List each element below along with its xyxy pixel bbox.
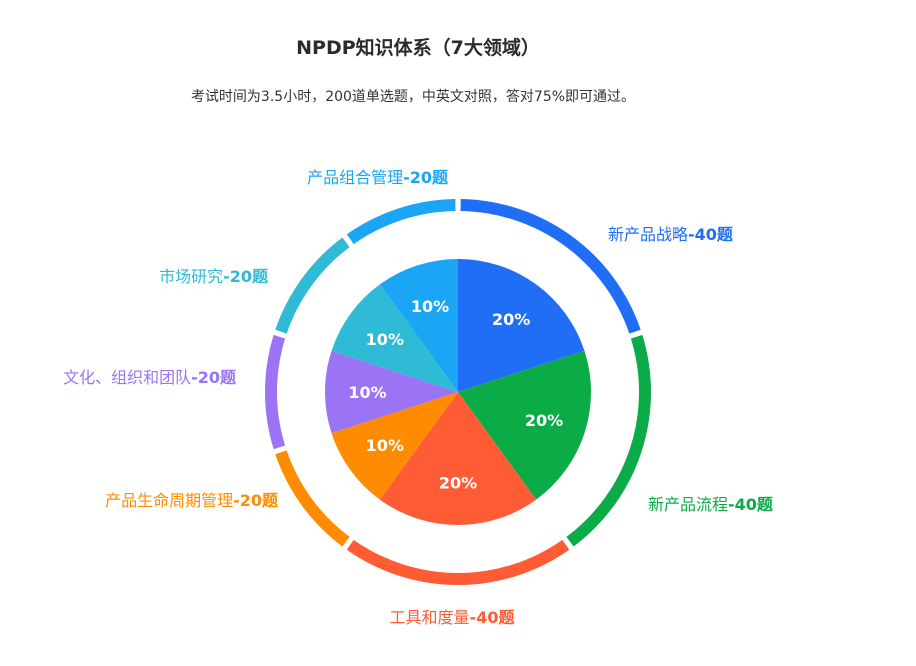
question-count: -20题	[191, 368, 237, 387]
category-name: 文化、组织和团队	[63, 368, 191, 387]
slice-percent-labels: 20% 20% 20% 10% 10% 10% 10%	[348, 297, 563, 492]
ring-segment	[275, 450, 350, 547]
category-label: 新产品战略-40题	[608, 225, 734, 244]
slice-percent-label: 20%	[492, 310, 530, 329]
outer-labels: 新产品战略-40题新产品流程-40题工具和度量-40题产品生命周期管理-20题文…	[63, 168, 774, 627]
ring-segment	[346, 199, 456, 245]
category-name: 产品组合管理	[307, 168, 403, 187]
pie-slice	[379, 392, 537, 525]
ring-segment	[346, 539, 570, 585]
ring-segment	[275, 237, 350, 334]
question-count: -40题	[470, 608, 516, 627]
slice-percent-label: 10%	[366, 330, 404, 349]
slice-percent-label: 20%	[525, 411, 563, 430]
pie-slice	[331, 284, 458, 392]
category-name: 市场研究	[159, 267, 223, 286]
ring-segment	[566, 334, 651, 547]
question-count: -20题	[233, 491, 279, 510]
slice-percent-label: 10%	[348, 383, 386, 402]
category-label: 文化、组织和团队-20题	[63, 368, 237, 387]
question-count: -40题	[688, 225, 734, 244]
category-label: 工具和度量-40题	[390, 608, 516, 627]
slice-percent-label: 20%	[439, 473, 477, 492]
question-count: -20题	[403, 168, 449, 187]
category-name: 新产品战略	[608, 225, 688, 244]
chart-subtitle: 考试时间为3.5小时，200道单选题，中英文对照，答对75%即可通过。	[190, 89, 636, 105]
inner-pie	[325, 259, 591, 525]
ring-segment	[264, 334, 286, 450]
category-label: 产品生命周期管理-20题	[105, 491, 279, 510]
question-count: -40题	[728, 495, 774, 514]
category-label: 新产品流程-40题	[648, 495, 774, 514]
pie-slice	[379, 259, 458, 392]
pie-slice	[458, 350, 591, 500]
chart-title: NPDP知识体系（7大领域）	[296, 37, 540, 59]
category-name: 工具和度量	[390, 608, 470, 627]
pie-slice	[331, 392, 458, 500]
category-label: 市场研究-20题	[159, 267, 269, 286]
ring-segment	[460, 199, 641, 334]
category-label: 产品组合管理-20题	[307, 168, 449, 187]
question-count: -20题	[223, 267, 269, 286]
pie-slice	[458, 259, 585, 392]
outer-ring	[264, 199, 651, 585]
category-name: 新产品流程	[648, 495, 728, 514]
slice-percent-label: 10%	[366, 436, 404, 455]
slice-percent-label: 10%	[411, 297, 449, 316]
pie-slice	[325, 350, 458, 434]
category-name: 产品生命周期管理	[105, 491, 233, 510]
